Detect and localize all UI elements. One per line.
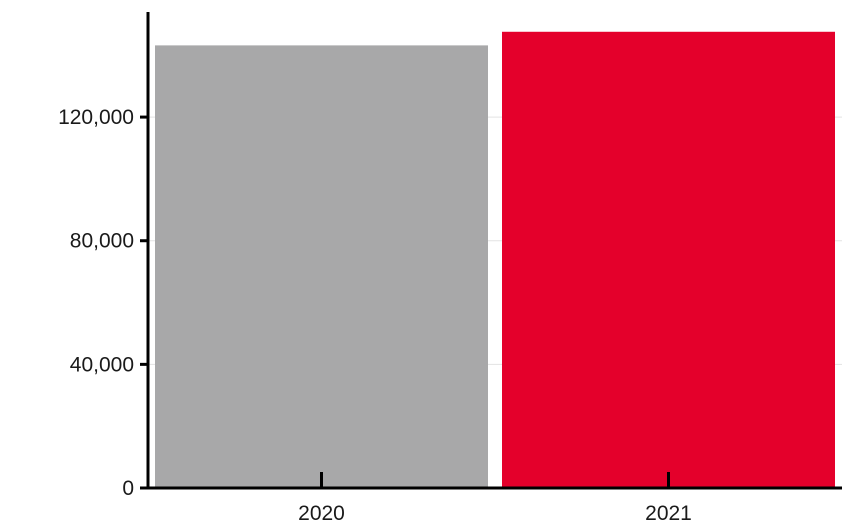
y-tick-label: 120,000 <box>58 106 134 129</box>
y-axis-ticks: 0 40,000 80,000 120,000 <box>58 106 148 500</box>
x-tick-label: 2020 <box>298 502 345 525</box>
bar-2021 <box>502 31 835 488</box>
x-tick-label: 2021 <box>645 502 692 525</box>
bars <box>155 31 835 489</box>
y-tick-label: 80,000 <box>70 230 134 253</box>
bar-2020 <box>155 45 488 489</box>
x-axis-ticks: 2020 2021 <box>298 472 692 525</box>
y-tick-label: 40,000 <box>70 353 134 376</box>
y-tick-label: 0 <box>122 477 134 500</box>
